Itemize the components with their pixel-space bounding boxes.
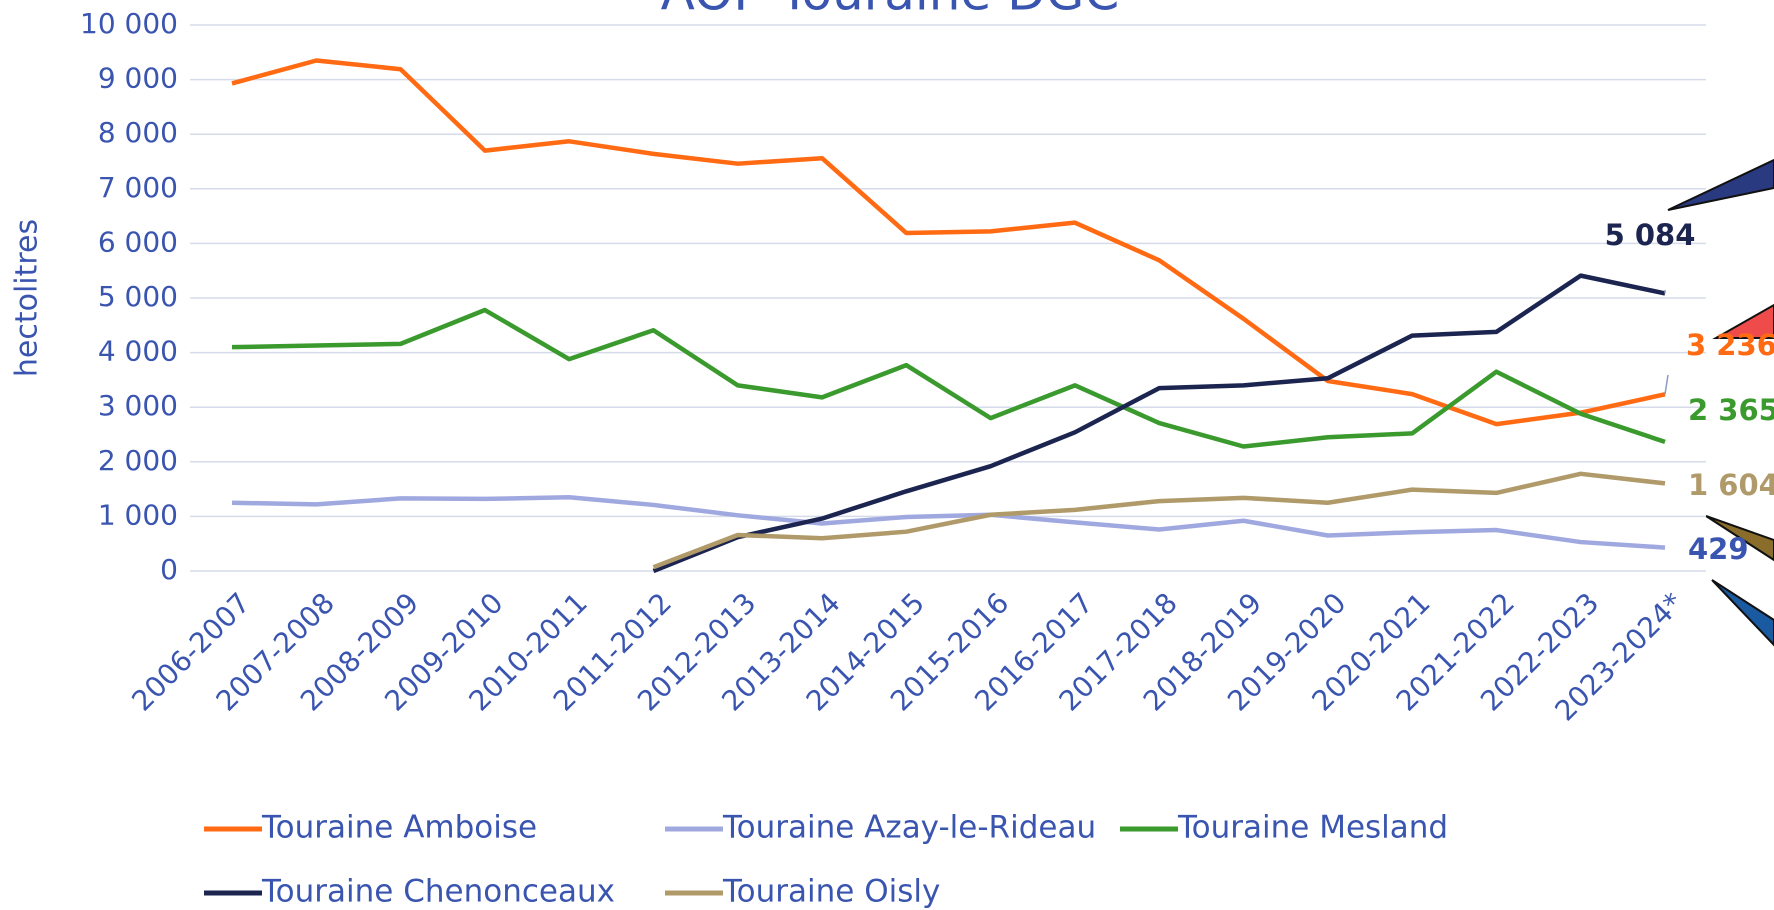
y-tick-label: 1 000 xyxy=(98,498,178,531)
legend-label: Touraine Oisly xyxy=(722,874,940,910)
y-tick-label: 0 xyxy=(160,553,178,586)
data-label: 1 604 xyxy=(1688,468,1774,502)
data-label: 2 365 xyxy=(1688,393,1774,427)
legend-label: Touraine Amboise xyxy=(261,810,537,846)
y-tick-label: 3 000 xyxy=(98,389,178,422)
y-axis-label: hectolitres xyxy=(10,219,45,377)
decoration xyxy=(1711,579,1774,647)
y-tick-label: 8 000 xyxy=(98,116,178,149)
legend-label: Touraine Azay-le-Rideau xyxy=(722,810,1096,846)
decoration xyxy=(1712,303,1774,339)
y-tick-label: 5 000 xyxy=(98,280,178,313)
y-tick-label: 9 000 xyxy=(98,62,178,95)
chart-title: AOP Touraine DGC xyxy=(661,0,1120,22)
y-tick-label: 6 000 xyxy=(98,225,178,258)
series-line xyxy=(231,307,1666,449)
series-line xyxy=(231,58,1666,427)
data-label: 3 236 xyxy=(1686,328,1774,362)
series-line xyxy=(231,495,1666,550)
series-line xyxy=(652,273,1666,574)
y-tick-label: 4 000 xyxy=(98,335,178,368)
y-tick-label: 7 000 xyxy=(98,171,178,204)
legend-label: Touraine Mesland xyxy=(1177,810,1448,846)
data-label: 5 084 xyxy=(1605,218,1696,252)
leader-line xyxy=(1664,374,1669,395)
decoration xyxy=(1705,515,1774,562)
series-line xyxy=(652,471,1666,570)
y-tick-label: 10 000 xyxy=(80,7,178,40)
data-label: 429 xyxy=(1688,532,1749,566)
decoration xyxy=(1667,158,1774,211)
legend-label: Touraine Chenonceaux xyxy=(261,874,615,910)
y-tick-label: 2 000 xyxy=(98,444,178,477)
